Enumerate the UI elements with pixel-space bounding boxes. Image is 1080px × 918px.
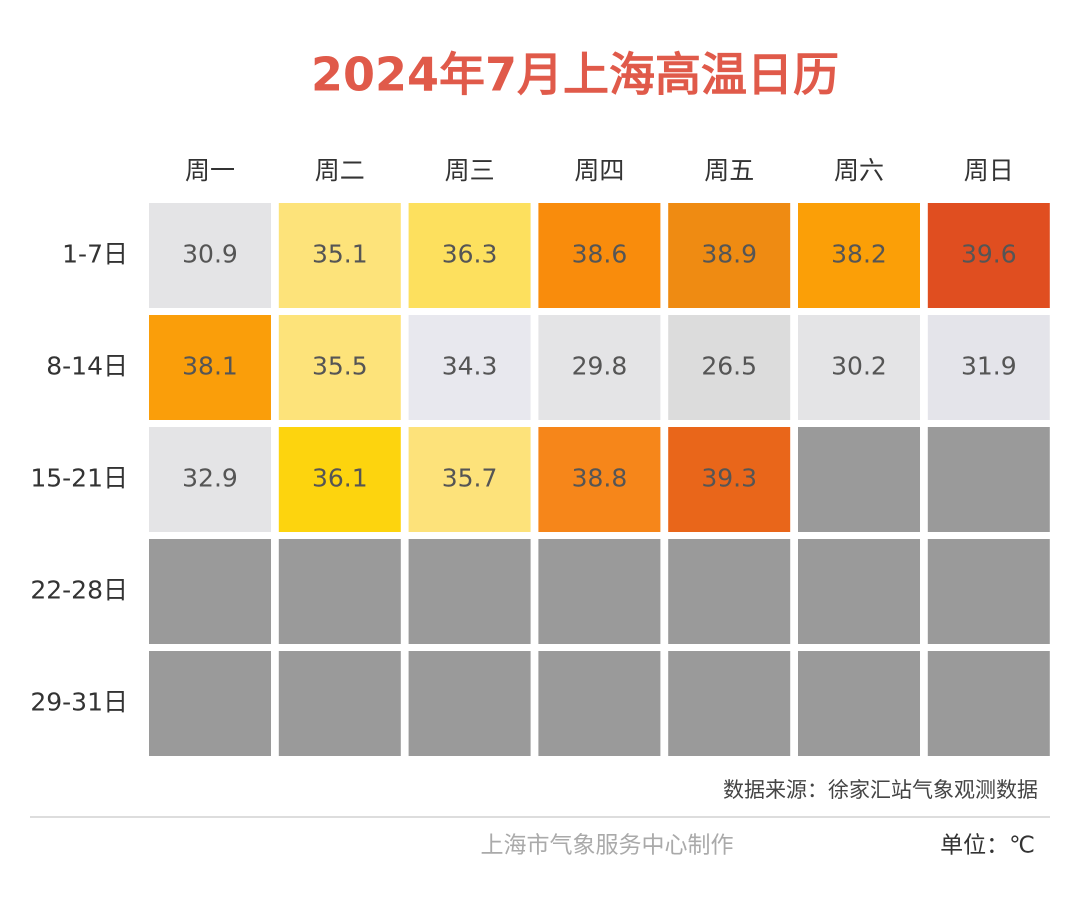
cell xyxy=(798,539,920,644)
cell xyxy=(149,651,271,756)
column-label: 周一 xyxy=(185,156,235,185)
cell xyxy=(668,427,791,532)
cell xyxy=(798,427,920,532)
cell xyxy=(278,539,401,644)
cell-value: 38.1 xyxy=(182,352,238,381)
cell xyxy=(408,315,531,420)
cell-value: 35.1 xyxy=(312,240,368,269)
cell-value: 38.8 xyxy=(572,464,628,493)
cell xyxy=(278,651,401,756)
column-label: 周日 xyxy=(964,156,1014,185)
source-note: 数据来源：徐家汇站气象观测数据 xyxy=(723,778,1038,802)
chart-title: 2024年7月上海高温日历 xyxy=(311,48,839,102)
cell-value: 26.5 xyxy=(701,352,757,381)
cell-value: 30.2 xyxy=(831,352,887,381)
row-label: 29-31日 xyxy=(30,688,128,717)
cell-value: 34.3 xyxy=(442,352,498,381)
cell xyxy=(927,651,1050,756)
cell xyxy=(927,539,1050,644)
cell-value: 36.3 xyxy=(442,240,498,269)
column-label: 周四 xyxy=(574,156,624,185)
cell xyxy=(278,203,401,308)
cell-value: 38.9 xyxy=(701,240,757,269)
cell-value: 31.9 xyxy=(961,352,1017,381)
cell xyxy=(538,203,661,308)
cell xyxy=(408,539,531,644)
cell xyxy=(798,651,920,756)
column-label: 周五 xyxy=(704,156,754,185)
cell xyxy=(927,427,1050,532)
cell-value: 32.9 xyxy=(182,464,238,493)
cell xyxy=(538,651,661,756)
row-label: 22-28日 xyxy=(30,576,128,605)
unit: 单位：℃ xyxy=(940,833,1035,859)
cell xyxy=(278,315,401,420)
cell xyxy=(408,427,531,532)
row-label: 15-21日 xyxy=(30,464,128,493)
cell xyxy=(798,203,920,308)
cell xyxy=(149,539,271,644)
cell-value: 30.9 xyxy=(182,240,238,269)
cell xyxy=(408,651,531,756)
cell-value: 29.8 xyxy=(572,352,628,381)
cell xyxy=(538,539,661,644)
cell-value: 35.7 xyxy=(442,464,498,493)
cell xyxy=(668,651,791,756)
cell-value: 36.1 xyxy=(312,464,368,493)
row-label: 1-7日 xyxy=(62,240,128,269)
cell xyxy=(668,315,791,420)
cell xyxy=(538,427,661,532)
credit: 上海市气象服务中心制作 xyxy=(481,833,734,859)
cell-value: 39.3 xyxy=(701,464,757,493)
cell xyxy=(927,315,1050,420)
cell-value: 39.6 xyxy=(961,240,1017,269)
cell xyxy=(668,539,791,644)
cell-value: 35.5 xyxy=(312,352,368,381)
cell xyxy=(149,427,271,532)
cell xyxy=(408,203,531,308)
cell xyxy=(149,203,271,308)
column-label: 周六 xyxy=(834,156,884,185)
row-label: 8-14日 xyxy=(46,352,128,381)
cell xyxy=(927,203,1050,308)
cell xyxy=(149,315,271,420)
cell-value: 38.2 xyxy=(831,240,887,269)
cell xyxy=(798,315,920,420)
cell xyxy=(278,427,401,532)
cell-value: 38.6 xyxy=(572,240,628,269)
column-label: 周三 xyxy=(445,156,495,185)
column-label: 周二 xyxy=(315,156,365,185)
cell xyxy=(668,203,791,308)
cell xyxy=(538,315,661,420)
